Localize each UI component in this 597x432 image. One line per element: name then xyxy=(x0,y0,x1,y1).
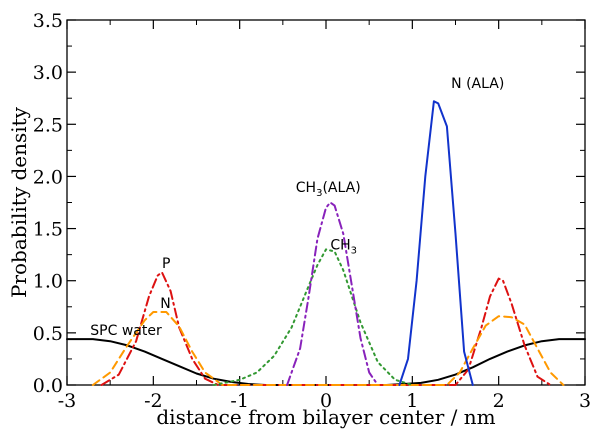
annotation-water: SPC water xyxy=(90,323,162,339)
plot-area: -3 -2 -1 0 1 2 3 0.0 0.5 1.0 1.5 2.0 2.5 3.0 3.5 N (A… xyxy=(33,10,591,412)
y-axis: 0.0 0.5 1.0 1.5 2.0 2.5 3.0 3.5 xyxy=(33,10,585,397)
x-tick-label: -1 xyxy=(230,390,249,412)
annotations: N (ALA) CH3(ALA) CH3 P N SPC water xyxy=(90,76,504,339)
series-line-ch3-ala xyxy=(286,201,379,386)
y-tick-label: 1.0 xyxy=(33,271,63,293)
series-line-n xyxy=(91,311,565,386)
x-tick-label: -2 xyxy=(144,390,163,412)
series-line-n-ala xyxy=(398,100,474,386)
series-group xyxy=(66,100,586,386)
y-tick-label: 0.0 xyxy=(33,375,63,397)
y-axis-label: Probability density xyxy=(7,106,31,298)
x-tick-label: 3 xyxy=(579,390,591,412)
y-tick-label: 3.5 xyxy=(33,10,63,32)
annotation-p: P xyxy=(162,256,170,272)
x-tick-label: -3 xyxy=(58,390,77,412)
annotation-n-ala: N (ALA) xyxy=(451,76,504,92)
annotation-ch3-ala: CH3(ALA) xyxy=(296,180,361,199)
annotation-n: N xyxy=(160,296,170,312)
y-tick-label: 2.5 xyxy=(33,114,63,136)
y-tick-label: 1.5 xyxy=(33,219,63,241)
x-axis-label: distance from bilayer center / nm xyxy=(156,405,495,429)
series-line-ch3 xyxy=(212,248,414,386)
x-axis: -3 -2 -1 0 1 2 3 xyxy=(58,20,591,412)
x-tick-label: 2 xyxy=(493,390,505,412)
y-tick-label: 2.0 xyxy=(33,166,63,188)
x-tick-label: 1 xyxy=(406,390,418,412)
series-line-p xyxy=(100,271,552,386)
annotation-ch3: CH3 xyxy=(330,237,357,256)
y-tick-label: 0.5 xyxy=(33,323,63,345)
y-tick-label: 3.0 xyxy=(33,62,63,84)
x-tick-label: 0 xyxy=(320,390,332,412)
